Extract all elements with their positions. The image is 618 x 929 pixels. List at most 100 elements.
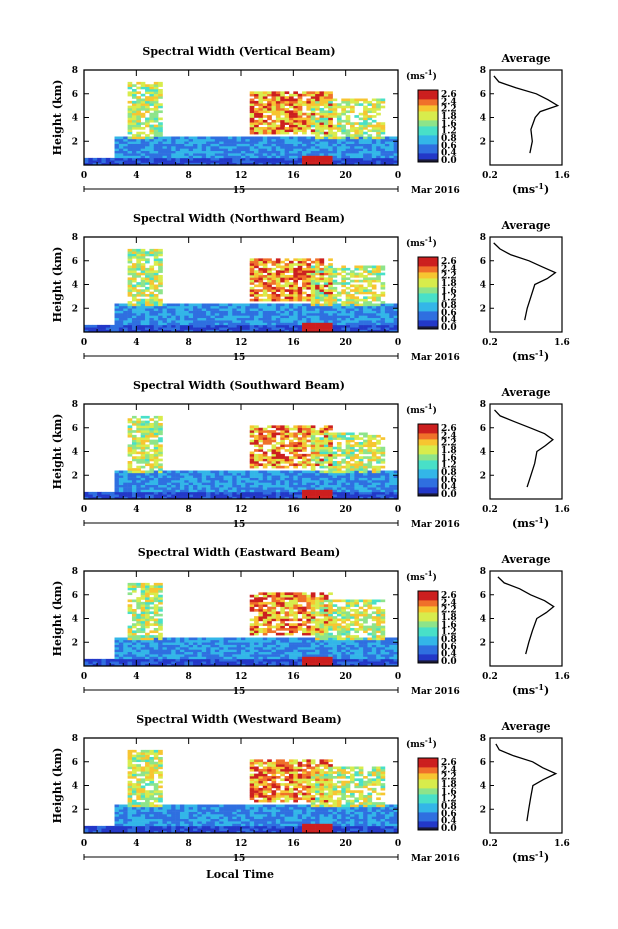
heatmap-cell xyxy=(332,134,338,137)
heatmap-cell xyxy=(393,317,399,321)
heatmap-cell xyxy=(227,155,233,159)
heatmap-cell xyxy=(145,601,150,605)
heatmap-cell xyxy=(114,322,120,326)
heatmap-cell xyxy=(149,272,155,276)
heatmap-cell xyxy=(175,315,181,319)
y-tick-label: 2 xyxy=(72,304,78,314)
heatmap-cell xyxy=(153,103,159,106)
heatmap-cell xyxy=(206,489,211,493)
heatmap-cell xyxy=(367,143,373,147)
heatmap-cell xyxy=(114,143,120,147)
heatmap-cell xyxy=(140,310,146,314)
heatmap-cell xyxy=(332,294,338,297)
heatmap-cell xyxy=(201,639,207,643)
heatmap-cell xyxy=(158,160,163,163)
heatmap-cell xyxy=(310,267,316,271)
heatmap-cell xyxy=(123,143,128,147)
heatmap-cell xyxy=(258,160,264,163)
heatmap-cell xyxy=(332,446,338,450)
heatmap-cell xyxy=(158,446,163,450)
heatmap-cell xyxy=(149,618,155,622)
heatmap-cell xyxy=(280,96,285,99)
heatmap-cell xyxy=(249,305,255,309)
heatmap-cell xyxy=(262,155,268,159)
heatmap-cell xyxy=(249,425,255,429)
heatmap-cell xyxy=(158,134,163,137)
heatmap-cell xyxy=(345,136,351,140)
heatmap-cell xyxy=(131,329,137,333)
heatmap-cell xyxy=(188,484,194,488)
heatmap-cell xyxy=(288,427,294,431)
heatmap-cell xyxy=(223,489,229,493)
heatmap-cell xyxy=(267,110,272,114)
heatmap-cell xyxy=(306,313,312,316)
heatmap-cell xyxy=(118,491,124,495)
heatmap-cell xyxy=(310,272,316,276)
heatmap-cell xyxy=(363,270,368,273)
heatmap-cell xyxy=(179,303,185,307)
heatmap-cell xyxy=(118,484,124,488)
heatmap-cell xyxy=(214,482,220,486)
colorbar-tick-label: 1.8 xyxy=(441,112,457,122)
heatmap-cell xyxy=(158,305,163,309)
heatmap-cell xyxy=(363,115,368,118)
heatmap-cell xyxy=(389,487,394,490)
heatmap-cell xyxy=(275,294,281,297)
heatmap-cell xyxy=(267,155,272,159)
heatmap-cell xyxy=(306,296,312,300)
heatmap-cell xyxy=(136,263,141,266)
heatmap-cell xyxy=(145,663,150,667)
heatmap-cell xyxy=(345,305,351,309)
heatmap-cell xyxy=(136,291,141,295)
heatmap-cell xyxy=(323,425,329,429)
heatmap-cell xyxy=(153,611,159,615)
heatmap-cell xyxy=(136,256,141,259)
heatmap-cell xyxy=(271,100,277,104)
heatmap-cell xyxy=(336,155,342,159)
heatmap-cell xyxy=(323,434,329,438)
heatmap-cell xyxy=(158,601,163,605)
x-tick-label: 16 xyxy=(287,505,300,515)
heatmap-cell xyxy=(271,310,277,314)
heatmap-cell xyxy=(280,160,285,163)
heatmap-cell xyxy=(140,458,146,462)
heatmap-cell xyxy=(371,484,377,488)
heatmap-cell xyxy=(206,647,211,650)
heatmap-cell xyxy=(328,329,333,333)
heatmap-cell xyxy=(158,482,163,486)
heatmap-cell xyxy=(284,160,290,163)
heatmap-cell xyxy=(232,329,237,333)
heatmap-cell xyxy=(271,141,277,144)
heatmap-cell xyxy=(131,265,137,269)
heatmap-cell xyxy=(328,146,333,149)
heatmap-cell xyxy=(363,100,368,104)
heatmap-cell xyxy=(197,654,203,657)
day-label: 15 xyxy=(233,353,246,363)
chart-panel: Spectral Width (Eastward Beam)2468Height… xyxy=(51,546,570,697)
heatmap-cell xyxy=(358,286,364,290)
colorbar-swatch xyxy=(418,290,438,294)
heatmap-cell xyxy=(288,129,294,133)
heatmap-cell xyxy=(249,93,255,97)
colorbar-swatch xyxy=(418,108,438,112)
heatmap-cell xyxy=(149,310,155,314)
heatmap-cell xyxy=(363,496,368,500)
heatmap-cell xyxy=(158,439,163,443)
heatmap-cell xyxy=(201,654,207,657)
heatmap-cell xyxy=(336,291,342,295)
heatmap-cell xyxy=(371,494,377,497)
heatmap-cell xyxy=(188,639,194,643)
heatmap-cell xyxy=(136,456,141,459)
heatmap-cell xyxy=(123,661,128,664)
heatmap-cell xyxy=(341,310,346,314)
heatmap-cell xyxy=(319,430,325,433)
heatmap-cell xyxy=(140,618,146,622)
heatmap-cell xyxy=(223,141,229,144)
heatmap-cell xyxy=(197,141,203,144)
heatmap-cell xyxy=(136,599,141,603)
heatmap-cell xyxy=(153,81,159,85)
heatmap-cell xyxy=(319,491,325,495)
heatmap-cell xyxy=(288,439,294,443)
heatmap-cell xyxy=(158,146,163,149)
heatmap-cell xyxy=(376,108,381,111)
